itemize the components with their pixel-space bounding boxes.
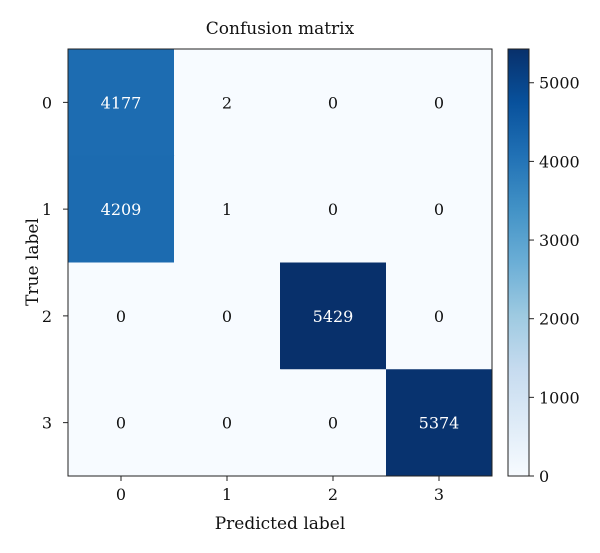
- cell-value-label: 4209: [101, 200, 142, 219]
- cell-value-label: 0: [116, 414, 126, 433]
- heatmap-cell: [280, 155, 387, 263]
- heatmap-cell: [174, 369, 281, 477]
- y-tick-label: 1: [42, 200, 52, 219]
- heatmap-cell: [68, 369, 175, 477]
- colorbar-tick-label: 0: [539, 467, 549, 486]
- y-axis-label: True label: [23, 218, 43, 306]
- y-tick-label: 0: [42, 93, 52, 112]
- heatmap-cell: [68, 262, 175, 370]
- chart-title: Confusion matrix: [206, 19, 355, 39]
- plot-frame: [67, 48, 493, 477]
- cell-value-label: 2: [222, 93, 232, 112]
- heatmap-cell: [280, 369, 387, 477]
- heatmap-cell: [174, 155, 281, 263]
- heatmap-cell: [68, 155, 175, 263]
- x-tick-label: 0: [116, 485, 126, 504]
- colorbar-tick-label: 3000: [539, 231, 580, 250]
- y-tick-label: 3: [42, 414, 52, 433]
- x-axis-label: Predicted label: [215, 514, 346, 534]
- heatmap-cell: [68, 49, 175, 157]
- cell-value-label: 0: [222, 414, 232, 433]
- cell-value-label: 1: [222, 200, 232, 219]
- colorbar-tick-label: 4000: [539, 152, 580, 171]
- y-axis-ticks: 0 1 2 3: [42, 93, 68, 433]
- cell-value-label: 0: [328, 414, 338, 433]
- heatmap-cell: [386, 369, 493, 477]
- heatmap-cell: [386, 262, 493, 370]
- colorbar-ticks: 0 1000 2000 3000 4000 5000: [529, 74, 580, 486]
- heatmap-cell: [386, 155, 493, 263]
- x-tick-label: 2: [328, 485, 338, 504]
- cell-value-label: 0: [116, 307, 126, 326]
- heatmap-cell: [386, 49, 493, 157]
- y-tick-label: 2: [42, 307, 52, 326]
- cell-value-label: 5374: [419, 414, 460, 433]
- heatmap-cell: [280, 49, 387, 157]
- cell-value-label: 0: [434, 307, 444, 326]
- heatmap-cell: [280, 262, 387, 370]
- heatmap-cell: [174, 262, 281, 370]
- x-tick-label: 3: [434, 485, 444, 504]
- colorbar-tick-label: 5000: [539, 74, 580, 93]
- x-tick-label: 1: [222, 485, 232, 504]
- cell-value-label: 0: [434, 93, 444, 112]
- cell-value-label: 0: [222, 307, 232, 326]
- colorbar-tick-label: 2000: [539, 310, 580, 329]
- heatmap-cells: [68, 49, 493, 477]
- x-axis-ticks: 0 1 2 3: [116, 476, 444, 504]
- cell-value-label: 0: [434, 200, 444, 219]
- cell-value-label: 0: [328, 93, 338, 112]
- colorbar-tick-label: 1000: [539, 388, 580, 407]
- heatmap-cell-labels: 4177 2 0 0 4209 1 0 0 0 0 5429 0 0 0 0 5374: [101, 93, 460, 432]
- colorbar: [507, 48, 530, 477]
- cell-value-label: 5429: [313, 307, 354, 326]
- heatmap-cell: [174, 49, 281, 157]
- cell-value-label: 0: [328, 200, 338, 219]
- cell-value-label: 4177: [101, 93, 142, 112]
